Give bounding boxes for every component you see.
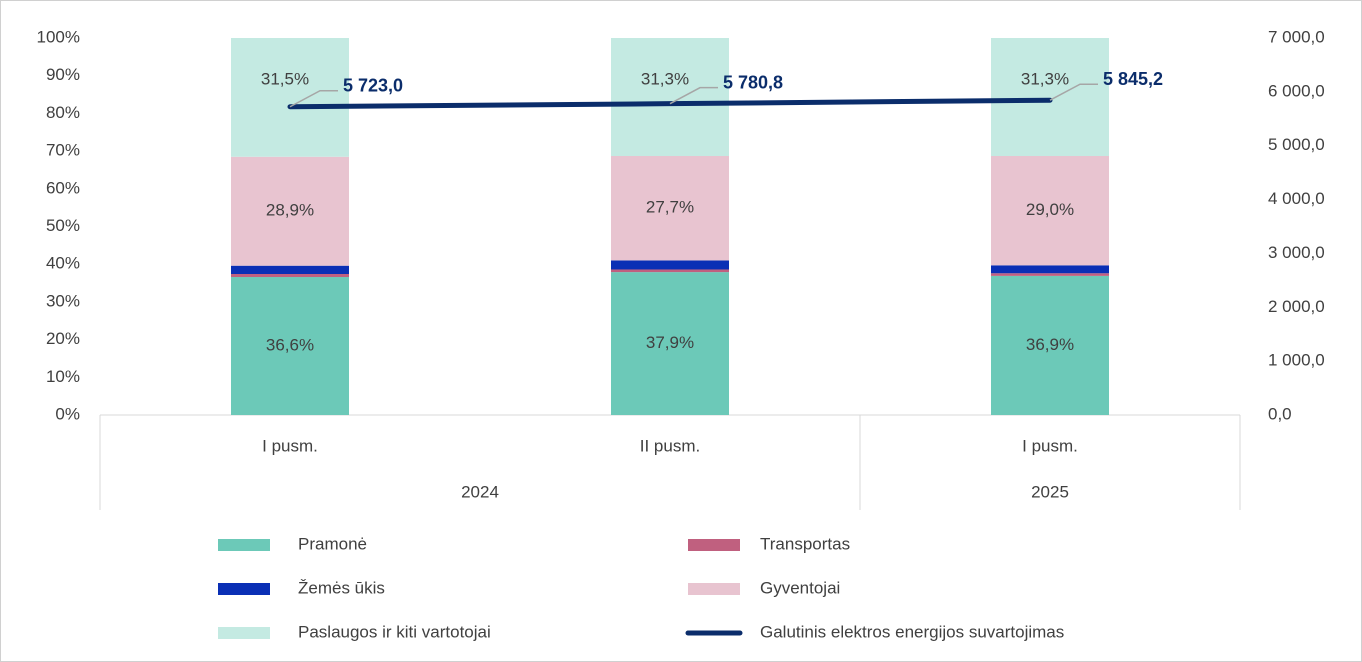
bar-segment: [611, 269, 729, 273]
group-label: 2024: [461, 482, 499, 501]
leader-line: [669, 86, 718, 105]
bar-segment: [231, 274, 349, 278]
line-data-label: 5 723,0: [343, 76, 403, 96]
data-label: 36,9%: [1026, 335, 1074, 354]
data-label: 29,0%: [1026, 200, 1074, 219]
y2-tick-label: 7 000,0: [1268, 27, 1325, 46]
y-tick-label: 40%: [46, 254, 80, 273]
bar-segment: [231, 156, 349, 266]
data-label: 31,5%: [261, 69, 309, 88]
y-tick-label: 90%: [46, 65, 80, 84]
legend-label: Transportas: [760, 534, 850, 553]
data-label: 31,3%: [641, 69, 689, 88]
group-label: 2025: [1031, 482, 1069, 501]
y-tick-label: 70%: [46, 141, 80, 160]
x-tick-label: II pusm.: [640, 436, 700, 455]
data-label: 27,7%: [646, 198, 694, 217]
y-tick-label: 80%: [46, 103, 80, 122]
y-tick-label: 50%: [46, 216, 80, 235]
legend-label: Pramonė: [298, 534, 367, 553]
y-tick-label: 60%: [46, 178, 80, 197]
y2-tick-label: 1 000,0: [1268, 351, 1325, 370]
data-label: 31,3%: [1021, 69, 1069, 88]
y2-tick-label: 2 000,0: [1268, 297, 1325, 316]
x-tick-label: I pusm.: [1022, 436, 1078, 455]
bar-segment: [611, 260, 729, 270]
data-label: 28,9%: [266, 201, 314, 220]
bar-segment: [231, 265, 349, 275]
y2-tick-label: 3 000,0: [1268, 243, 1325, 262]
bar-segment: [231, 38, 349, 157]
y-tick-label: 20%: [46, 329, 80, 348]
leader-line: [289, 90, 338, 108]
legend-swatch: [218, 539, 270, 551]
legend-label: Galutinis elektros energijos suvartojima…: [760, 622, 1064, 641]
bar-segment: [611, 38, 729, 157]
bar-segment: [231, 277, 349, 415]
y-tick-label: 100%: [37, 27, 80, 46]
x-tick-label: I pusm.: [262, 436, 318, 455]
data-label: 36,6%: [266, 335, 314, 354]
legend-swatch: [688, 539, 740, 551]
legend-swatch: [218, 583, 270, 595]
bar-segment: [991, 156, 1109, 266]
line-data-label: 5 780,8: [723, 72, 783, 92]
bar-segment: [991, 265, 1109, 274]
bar-segment: [991, 275, 1109, 415]
y-tick-label: 10%: [46, 367, 80, 386]
y2-tick-label: 6 000,0: [1268, 81, 1325, 100]
y-tick-label: 30%: [46, 291, 80, 310]
y2-tick-label: 4 000,0: [1268, 189, 1325, 208]
bar-segment: [991, 38, 1109, 157]
leader-line: [1049, 83, 1098, 101]
y-tick-label: 0%: [55, 404, 80, 423]
line-data-label: 5 845,2: [1103, 69, 1163, 89]
legend-label: Paslaugos ir kiti vartotojai: [298, 622, 491, 641]
legend-label: Gyventojai: [760, 578, 840, 597]
legend-swatch: [218, 627, 270, 639]
legend-swatch: [688, 583, 740, 595]
data-label: 37,9%: [646, 333, 694, 352]
y2-tick-label: 5 000,0: [1268, 135, 1325, 154]
bar-segment: [611, 272, 729, 415]
y2-tick-label: 0,0: [1268, 404, 1292, 423]
bar-segment: [991, 273, 1109, 276]
legend-label: Žemės ūkis: [298, 578, 385, 597]
bar-segment: [611, 156, 729, 261]
